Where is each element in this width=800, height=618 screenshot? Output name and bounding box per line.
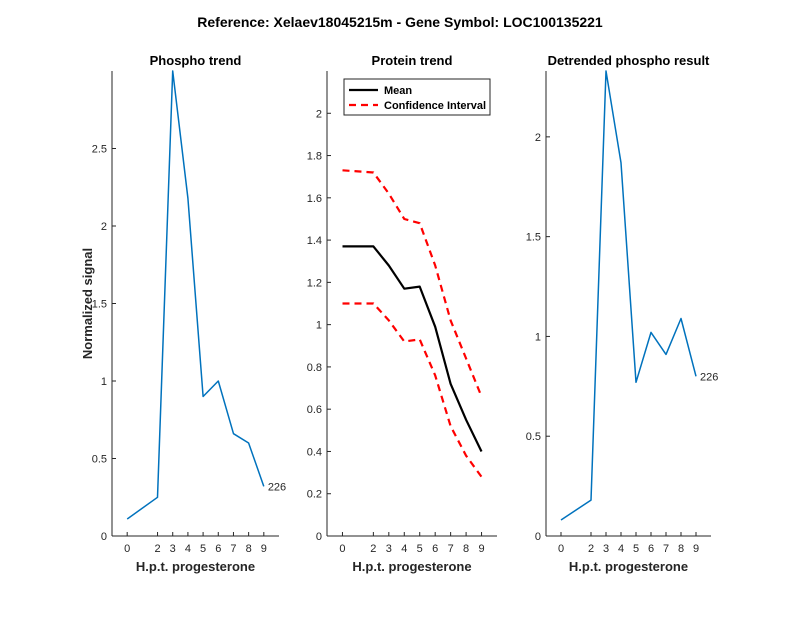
panel-title: Phospho trend <box>150 53 242 68</box>
data-label: 226 <box>700 371 718 383</box>
y-axis-label: Normalized signal <box>80 248 95 359</box>
panel-title: Detrended phospho result <box>548 53 710 68</box>
y-tick-label: 1.4 <box>307 235 322 247</box>
y-tick-label: 1 <box>316 320 322 332</box>
y-tick-label: 1.2 <box>307 277 322 289</box>
x-tick-label: 3 <box>386 543 392 555</box>
y-tick-label: 0.2 <box>307 489 322 501</box>
x-tick-label: 4 <box>401 543 407 555</box>
x-tick-label: 5 <box>200 543 206 555</box>
legend: Mean Confidence Interval <box>343 78 491 116</box>
x-tick-label: 4 <box>185 543 191 555</box>
x-axis-label: H.p.t. progesterone <box>569 559 688 574</box>
panel-title: Protein trend <box>372 53 453 68</box>
x-tick-label: 9 <box>478 543 484 555</box>
x-tick-label: 2 <box>370 543 376 555</box>
x-tick-label: 9 <box>693 543 699 555</box>
x-tick-label: 7 <box>448 543 454 555</box>
x-tick-label: 6 <box>648 543 654 555</box>
legend-entry: Mean <box>384 85 412 97</box>
y-tick-label: 2 <box>101 221 107 233</box>
y-tick-label: 0.5 <box>92 454 107 466</box>
x-tick-label: 0 <box>339 543 345 555</box>
legend-entry: Confidence Interval <box>384 100 486 112</box>
y-tick-label: 0 <box>535 531 541 543</box>
y-tick-label: 1.5 <box>92 299 107 311</box>
series-line-3 <box>342 302 483 478</box>
x-tick-label: 7 <box>663 543 669 555</box>
y-tick-label: 0.5 <box>526 431 541 443</box>
x-tick-label: 5 <box>633 543 639 555</box>
y-tick-label: 0.8 <box>307 362 322 374</box>
x-tick-label: 2 <box>588 543 594 555</box>
x-tick-label: 5 <box>417 543 423 555</box>
x-tick-label: 6 <box>215 543 221 555</box>
x-tick-label: 8 <box>678 543 684 555</box>
x-tick-label: 7 <box>230 543 236 555</box>
series-line-2 <box>342 169 483 397</box>
panel-2: 00.20.40.60.811.21.41.61.820 2 3 4 5 6 7 8 9Prot… <box>307 53 497 574</box>
x-tick-label: 0 <box>124 543 130 555</box>
y-tick-label: 2 <box>535 132 541 144</box>
x-tick-label: 6 <box>432 543 438 555</box>
series-line-1 <box>126 70 265 520</box>
x-tick-label: 8 <box>463 543 469 555</box>
x-tick-label: 9 <box>261 543 267 555</box>
x-tick-label: 4 <box>618 543 624 555</box>
y-tick-label: 2 <box>316 108 322 120</box>
figure-title: Reference: Xelaev18045215m - Gene Symbol… <box>197 14 603 30</box>
x-tick-label: 8 <box>246 543 252 555</box>
y-tick-label: 1.5 <box>526 232 541 244</box>
series-line-1 <box>560 70 697 521</box>
y-tick-label: 0.6 <box>307 404 322 416</box>
y-tick-label: 0 <box>316 531 322 543</box>
x-tick-label: 3 <box>170 543 176 555</box>
x-tick-label: 0 <box>558 543 564 555</box>
y-tick-label: 1 <box>535 331 541 343</box>
data-label: 226 <box>268 481 286 493</box>
y-tick-label: 1.8 <box>307 151 322 163</box>
y-tick-label: 1.6 <box>307 193 322 205</box>
y-tick-label: 0 <box>101 531 107 543</box>
x-axis-label: H.p.t. progesterone <box>352 559 471 574</box>
x-tick-label: 2 <box>154 543 160 555</box>
x-axis-label: H.p.t. progesterone <box>136 559 255 574</box>
x-tick-label: 3 <box>603 543 609 555</box>
y-tick-label: 1 <box>101 376 107 388</box>
y-tick-label: 0.4 <box>307 446 322 458</box>
legend-box <box>343 78 491 116</box>
y-tick-label: 2.5 <box>92 144 107 156</box>
series-line-1 <box>342 245 483 452</box>
